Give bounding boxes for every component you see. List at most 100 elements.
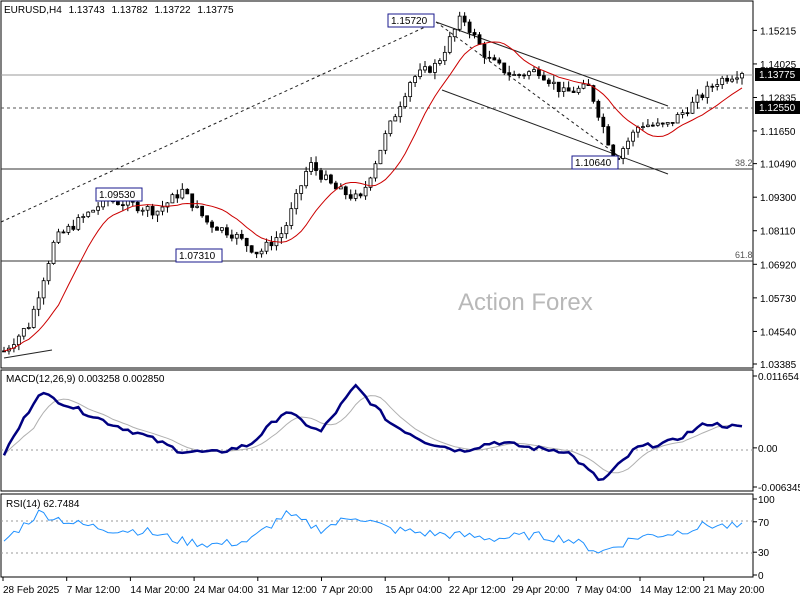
candle xyxy=(284,221,289,239)
candle xyxy=(96,202,101,215)
candle xyxy=(556,81,561,98)
candle xyxy=(517,73,522,79)
candle xyxy=(398,101,403,123)
candle xyxy=(497,57,502,65)
candle xyxy=(428,65,432,74)
candle xyxy=(418,63,422,80)
price-tick-label: 1.12835 xyxy=(760,93,797,104)
candle xyxy=(309,157,313,175)
candle xyxy=(655,118,660,127)
macd-tick-label: 0.00 xyxy=(758,444,778,455)
candle xyxy=(423,61,427,73)
rsi-line xyxy=(3,509,743,554)
candle xyxy=(472,28,477,39)
candle xyxy=(185,188,190,195)
candle xyxy=(46,260,51,285)
candle xyxy=(705,81,710,104)
time-tick-label: 22 Apr 12:00 xyxy=(449,585,506,596)
price-tick-label: 1.15215 xyxy=(760,26,797,37)
candle xyxy=(299,185,304,201)
candle xyxy=(551,75,556,90)
candle xyxy=(740,71,744,85)
time-tick-label: 31 Mar 12:00 xyxy=(258,585,317,596)
candle xyxy=(502,62,507,76)
candle xyxy=(452,28,457,42)
candle xyxy=(680,109,685,119)
candle xyxy=(457,11,462,32)
candle xyxy=(21,327,26,340)
level-price-tag: 1.12550 xyxy=(755,101,800,114)
candle xyxy=(393,113,398,122)
swing-high-label: 1.15720 xyxy=(391,16,428,27)
candle xyxy=(234,231,239,245)
candle xyxy=(546,77,551,87)
candle xyxy=(86,211,91,219)
price-axis: 1.15215 1.14025 1.12835 1.11650 1.10490 1.093… xyxy=(753,26,797,371)
candle xyxy=(254,251,259,259)
candle xyxy=(12,338,16,353)
channel-upper-line xyxy=(435,21,669,107)
macd-line xyxy=(2,383,743,482)
candle xyxy=(670,122,675,127)
candle xyxy=(145,204,150,217)
candle xyxy=(333,180,338,190)
price-tick-label: 1.06920 xyxy=(760,260,797,271)
candle xyxy=(537,66,541,79)
candle xyxy=(353,189,358,202)
channel-lower-line xyxy=(441,89,669,175)
candle xyxy=(41,277,46,305)
candle xyxy=(190,193,195,212)
rsi-tick-label: 100 xyxy=(758,495,775,506)
candle xyxy=(735,71,739,84)
candle xyxy=(150,203,155,220)
candle xyxy=(343,185,348,200)
macd-label: MACD(12,26,9) 0.003258 0.002850 xyxy=(6,374,165,385)
candle xyxy=(314,156,318,176)
candle xyxy=(482,41,487,64)
symbol-label: EURUSD,H4 xyxy=(4,5,62,16)
candle xyxy=(408,80,413,102)
candle xyxy=(239,229,244,241)
time-tick-label: 14 Mar 20:00 xyxy=(130,585,189,596)
time-tick-label: 15 Apr 04:00 xyxy=(385,585,442,596)
candle xyxy=(581,79,586,90)
candle xyxy=(675,112,680,124)
rsi-tick-label: 30 xyxy=(758,548,770,559)
candle xyxy=(81,213,86,223)
price-tick-label: 1.11650 xyxy=(760,127,796,138)
candle xyxy=(363,181,368,200)
swing-low-annotation: 1.10640 xyxy=(571,155,619,170)
time-tick-label: 29 Apr 20:00 xyxy=(513,585,570,596)
high-value: 1.13782 xyxy=(112,5,149,16)
candle xyxy=(66,223,71,235)
candle xyxy=(140,207,145,216)
candle xyxy=(269,235,274,251)
candle xyxy=(601,113,606,134)
candle xyxy=(700,92,705,101)
swing-high-annotation: 1.15720 xyxy=(387,13,435,28)
candle xyxy=(224,224,229,238)
candle xyxy=(215,226,219,231)
candle xyxy=(328,173,333,185)
candle xyxy=(695,89,700,109)
chart-header: EURUSD,H4 1.13743 1.13782 1.13722 1.1377… xyxy=(4,5,234,16)
candle xyxy=(532,66,536,73)
candle xyxy=(522,73,526,80)
rsi-tick-label: 70 xyxy=(758,518,770,529)
rsi-axis: 100 70 30 0 xyxy=(753,495,775,582)
price-tick-label: 1.08110 xyxy=(760,227,796,238)
candle xyxy=(249,245,254,254)
early-trend-line xyxy=(3,349,53,359)
candle xyxy=(442,45,447,66)
march-low-label: 1.07310 xyxy=(179,251,216,262)
candle xyxy=(294,189,299,215)
time-tick-label: 24 Mar 04:00 xyxy=(194,585,253,596)
candle xyxy=(730,75,734,83)
low-value: 1.13722 xyxy=(154,5,191,16)
candle xyxy=(76,214,81,231)
fib-38-label: 38.2 xyxy=(735,158,753,168)
candle xyxy=(170,192,175,204)
candle xyxy=(631,129,635,147)
candle xyxy=(244,237,249,252)
